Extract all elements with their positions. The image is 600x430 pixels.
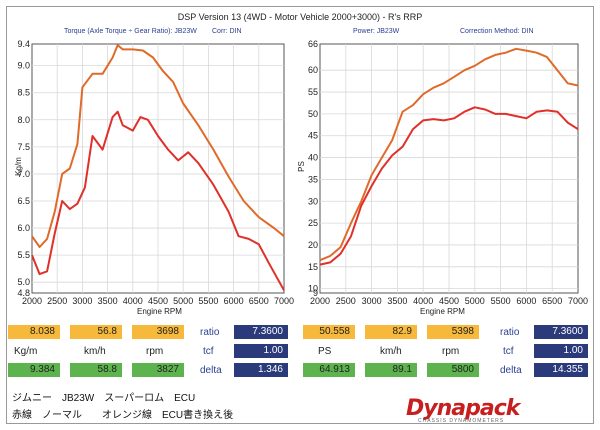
torque-ytick: 7.5 (17, 142, 30, 152)
power-xtick: 3500 (387, 296, 407, 306)
power-xtick: 4000 (413, 296, 433, 306)
power-ratio-value: 7.3600 (534, 325, 588, 339)
torque-xtick: 4000 (123, 296, 143, 306)
torque-series-red-line (31, 110, 285, 291)
torque-xtick: 7000 (274, 296, 294, 306)
power-xtick: 3000 (362, 296, 382, 306)
power-ytick: 10 (308, 284, 318, 294)
power-header-left: Power: JB23W (353, 28, 400, 35)
power-chart: 2000 2500 3000 3500 4000 4500 5000 5500 6000 6500… (308, 39, 588, 306)
power-rpm-unit: rpm (442, 346, 460, 357)
power-ytick: 50 (308, 109, 318, 119)
torque-unit: Kg/m (14, 346, 38, 357)
power-speed-peak-value: 89.1 (365, 363, 417, 377)
torque-xtick: 6000 (224, 296, 244, 306)
torque-ytick: 6.5 (17, 196, 30, 206)
power-xtick: 5000 (465, 296, 485, 306)
speed-peak-value: 58.8 (70, 363, 122, 377)
power-xtick: 5500 (491, 296, 511, 306)
delta-value: 1.346 (234, 363, 288, 377)
power-header-right: Correction Method: DIN (460, 28, 534, 35)
note-line-2: 赤線 ノーマル オレンジ線 ECU書き換え後 (12, 410, 234, 421)
torque-ytick: 8.5 (17, 88, 30, 98)
power-series-red-line (319, 106, 579, 266)
torque-ytick: 5.0 (17, 277, 30, 287)
ratio-label: ratio (200, 327, 220, 338)
power-rpm-stat-value: 5398 (427, 325, 479, 339)
power-ytick: 66 (308, 39, 318, 49)
ratio-value: 7.3600 (234, 325, 288, 339)
power-ytick: 20 (308, 240, 318, 250)
torque-peak-value: 9.384 (8, 363, 60, 377)
torque-ytick: 9.0 (17, 61, 30, 71)
torque-ytick: 9.4 (17, 39, 30, 49)
torque-ytick: 8.0 (17, 115, 30, 125)
power-rpm-peak-value: 5800 (427, 363, 479, 377)
power-xlabel: Engine RPM (420, 307, 465, 316)
rpm-unit: rpm (146, 346, 164, 357)
speed-stat-value: 56.8 (70, 325, 122, 339)
power-delta-label: delta (500, 365, 522, 376)
tcf-label: tcf (203, 346, 214, 357)
torque-ytick: 6.0 (17, 223, 30, 233)
power-tcf-value: 1.00 (534, 344, 588, 358)
tcf-value: 1.00 (234, 344, 288, 358)
power-speed-unit: km/h (380, 346, 402, 357)
torque-xtick: 2500 (47, 296, 67, 306)
power-ratio-label: ratio (500, 327, 520, 338)
power-xtick: 4500 (439, 296, 459, 306)
power-unit: PS (318, 346, 332, 357)
torque-xtick: 2000 (22, 296, 42, 306)
power-xtick: 2500 (336, 296, 356, 306)
rpm-peak-value: 3827 (132, 363, 184, 377)
torque-ytick: 7.0 (17, 169, 30, 179)
power-ytick: 55 (308, 87, 318, 97)
power-delta-value: 14.355 (534, 363, 588, 377)
torque-ytick: 5.5 (17, 250, 30, 260)
torque-chart: 2000 2500 3000 3500 4000 4500 5000 5500 6000 6500… (17, 39, 294, 306)
power-speed-stat-value: 82.9 (365, 325, 417, 339)
torque-xtick: 6500 (249, 296, 269, 306)
power-series-orange-line (319, 47, 579, 262)
torque-xlabel: Engine RPM (137, 307, 182, 316)
report-frame (6, 6, 594, 424)
torque-xtick: 3000 (72, 296, 92, 306)
torque-header-right: Corr: DIN (212, 28, 242, 35)
torque-series-orange-line (31, 44, 285, 248)
torque-xtick: 3500 (98, 296, 118, 306)
report-title: DSP Version 13 (4WD - Motor Vehicle 2000… (177, 12, 423, 22)
power-stat-value: 50.558 (303, 325, 355, 339)
speed-unit: km/h (84, 346, 106, 357)
delta-label: delta (200, 365, 222, 376)
power-xtick: 2000 (310, 296, 330, 306)
power-tcf-label: tcf (503, 346, 514, 357)
note-line-1: ジムニー JB23W スーパーロム ECU (12, 393, 196, 404)
dynapack-logo-sub: CHASSIS DYNAMOMETERS (418, 418, 505, 424)
dynapack-logo: Dynapack (406, 396, 520, 421)
power-ytick: 25 (308, 218, 318, 228)
power-ytick: 30 (308, 196, 318, 206)
rpm-stat-value: 3698 (132, 325, 184, 339)
torque-xtick: 5000 (173, 296, 193, 306)
power-ytick: 9 (313, 288, 318, 298)
power-xtick: 6000 (516, 296, 536, 306)
torque-header-left: Torque (Axle Torque ÷ Gear Ratio): JB23W (64, 28, 197, 35)
power-ytick: 40 (308, 153, 318, 163)
torque-xtick: 5500 (198, 296, 218, 306)
power-ytick: 15 (308, 262, 318, 272)
power-xtick: 7000 (568, 296, 588, 306)
power-ytick: 60 (308, 65, 318, 75)
power-peak-value: 64.913 (303, 363, 355, 377)
power-ytick: 45 (308, 131, 318, 141)
torque-ytick: 4.8 (17, 288, 30, 298)
torque-xtick: 4500 (148, 296, 168, 306)
torque-stat-value: 8.038 (8, 325, 60, 339)
power-ytick: 35 (308, 174, 318, 184)
power-xtick: 6500 (542, 296, 562, 306)
